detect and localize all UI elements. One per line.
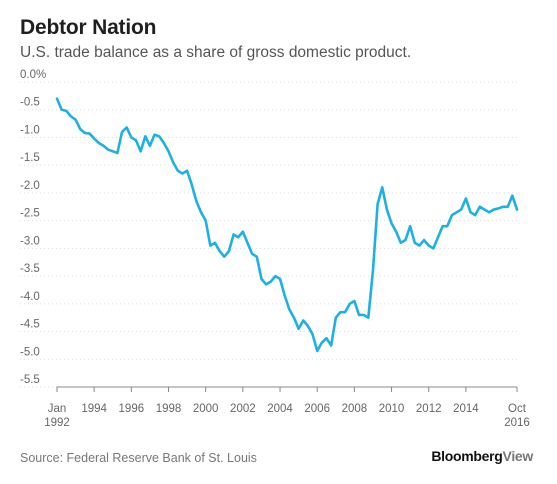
trade-balance-line	[55, 97, 519, 353]
brand-sub: View	[502, 448, 534, 464]
y-tick-label: -2.0	[20, 180, 40, 192]
chart-area: 0.0% -0.5 -1.0 -1.5 -2.0 -2.5 -3.0 -3.5 -4.0 -4.5…	[20, 69, 530, 429]
chart-subtitle: U.S. trade balance as a share of gross d…	[20, 44, 412, 61]
x-tick-label: 2014	[453, 403, 479, 415]
x-tick-label-year: 1992	[44, 417, 70, 429]
x-tick-label: 2002	[230, 403, 256, 415]
source-note: Source: Federal Reserve Bank of St. Loui…	[20, 451, 257, 465]
x-tick-label: 1994	[81, 403, 107, 415]
line-chart: 0.0% -0.5 -1.0 -1.5 -2.0 -2.5 -3.0 -3.5 -4.0 -4.5…	[20, 69, 530, 429]
y-tick-label: -1.5	[20, 152, 40, 164]
y-tick-label: -4.5	[20, 319, 40, 331]
chart-title: Debtor Nation	[20, 16, 157, 39]
y-tick-label: -2.5	[20, 208, 40, 220]
brand-main: Bloomberg	[431, 448, 503, 464]
y-tick-label: -4.0	[20, 291, 40, 303]
x-tick-label: 2000	[193, 403, 219, 415]
x-tick-label: 1998	[156, 403, 182, 415]
x-tick-label: 1996	[119, 403, 145, 415]
x-tick-label: 2012	[416, 403, 442, 415]
y-tick-label: 0.0%	[20, 69, 46, 81]
brand-logo: BloombergView	[431, 448, 533, 464]
y-tick-label: -0.5	[20, 97, 40, 109]
x-tick-label: 2004	[267, 403, 293, 415]
y-tick-label: -3.0	[20, 235, 40, 247]
x-tick-label: Oct	[508, 403, 527, 415]
y-tick-label: -3.5	[20, 263, 40, 275]
x-tick-label: Jan	[48, 403, 67, 415]
y-tick-label: -5.5	[20, 374, 40, 386]
x-tick-label: 2006	[304, 403, 330, 415]
x-tick-label: 2008	[342, 403, 368, 415]
x-tick-label-year: 2016	[504, 417, 530, 429]
x-tick-label: 2010	[379, 403, 405, 415]
y-tick-label: -5.0	[20, 346, 40, 358]
y-tick-label: -1.0	[20, 124, 40, 136]
